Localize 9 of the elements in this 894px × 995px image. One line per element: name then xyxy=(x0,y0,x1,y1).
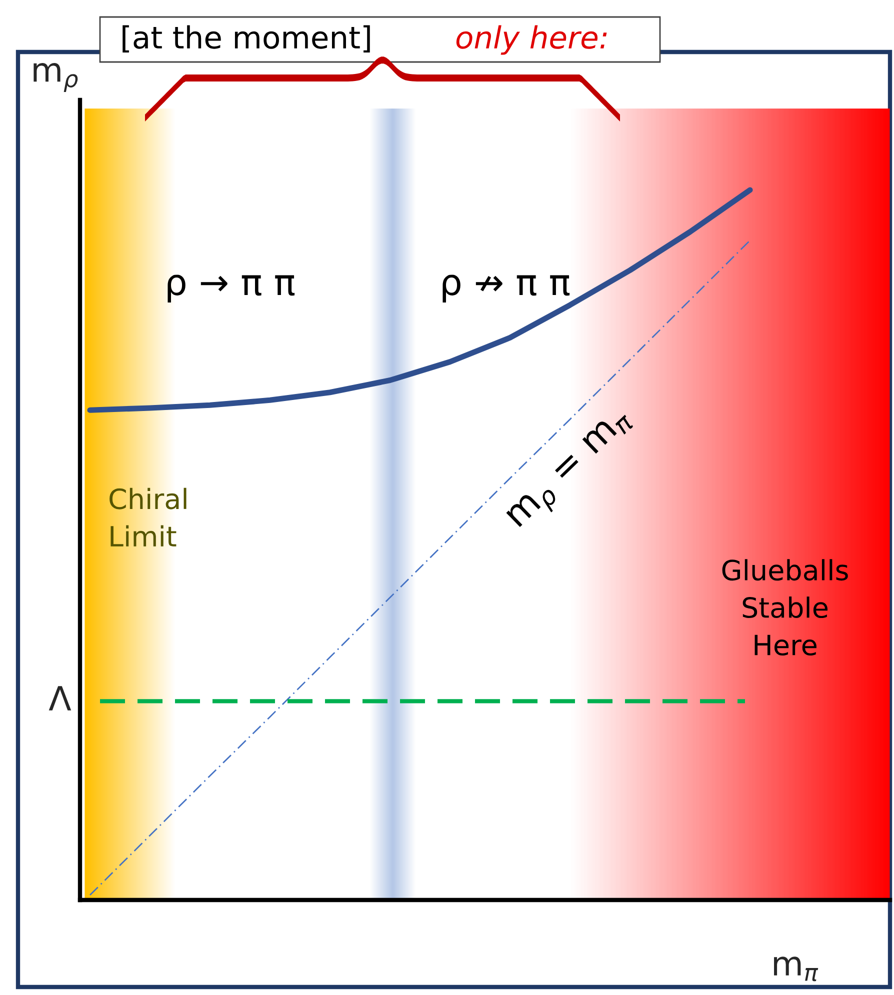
annotation: ρ ↛ π π xyxy=(442,274,570,302)
x-axis-title: m$_{π}$ xyxy=(774,956,818,982)
ref-line-label: Λ xyxy=(48,686,72,710)
y-axis-title: m$_{ρ}$ xyxy=(34,63,78,92)
annotation: m$_{ρ}$ = m$_{π}$ xyxy=(506,406,638,536)
text: only here: xyxy=(456,25,607,55)
annotation: Glueballs Stable Here xyxy=(722,559,848,656)
text: [at the moment] xyxy=(122,25,370,52)
annotation: ρ → π π xyxy=(168,274,295,302)
